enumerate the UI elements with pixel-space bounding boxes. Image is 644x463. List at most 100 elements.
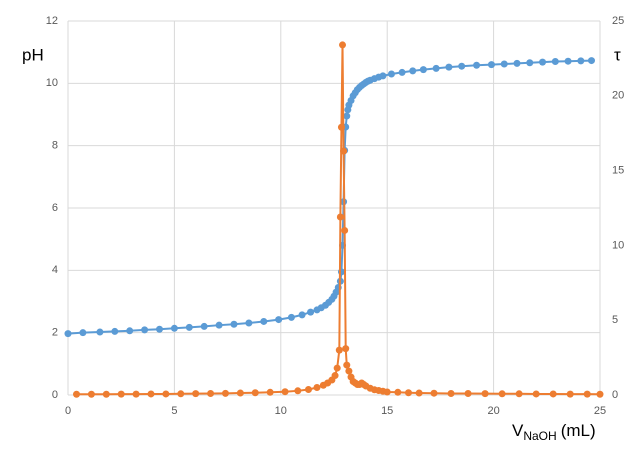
data-point (126, 327, 134, 335)
data-point (394, 388, 402, 396)
data-point (192, 390, 200, 398)
data-point (415, 389, 423, 397)
data-point (230, 320, 238, 328)
data-point (221, 389, 229, 397)
data-point (307, 308, 315, 316)
y2-tick-label: 15 (612, 165, 624, 177)
data-point (566, 390, 574, 398)
data-point (331, 372, 339, 380)
data-point (340, 147, 348, 155)
data-point (336, 213, 344, 221)
data-point (79, 329, 87, 337)
data-point (170, 324, 178, 332)
data-point (313, 384, 321, 392)
y2-axis-label: τ (614, 45, 621, 64)
y2-tick-label: 25 (612, 15, 624, 27)
data-point (409, 67, 417, 75)
data-point (147, 390, 155, 398)
data-point (96, 328, 104, 336)
data-point (500, 60, 508, 68)
data-point (266, 388, 274, 396)
x-label-main: V (512, 421, 524, 440)
data-point (102, 390, 110, 398)
data-point (132, 390, 140, 398)
data-point (73, 390, 81, 398)
y-tick-label: 6 (52, 202, 58, 214)
data-point (458, 62, 466, 70)
data-point (260, 317, 268, 325)
data-point (464, 390, 472, 398)
data-point (185, 323, 193, 331)
data-point (117, 390, 125, 398)
y-axis-label: pH (22, 45, 44, 64)
data-point (156, 325, 164, 333)
x-tick-label: 10 (275, 405, 287, 417)
data-point (287, 313, 295, 321)
data-point (596, 390, 604, 398)
data-point (432, 64, 440, 72)
data-point (333, 364, 341, 372)
data-point (245, 319, 253, 327)
y-tick-label: 10 (46, 77, 58, 89)
data-point (281, 388, 289, 396)
data-point (526, 59, 534, 67)
y2-tick-label: 10 (612, 239, 624, 251)
x-label-sub: NaOH (523, 429, 556, 443)
data-point (564, 57, 572, 65)
data-point (398, 68, 406, 76)
data-point (342, 345, 350, 353)
data-point (87, 390, 95, 398)
data-point (430, 389, 438, 397)
data-point (515, 390, 523, 398)
y-tick-label: 12 (46, 15, 58, 27)
data-point (473, 61, 481, 69)
data-point (447, 390, 455, 398)
y-tick-label: 2 (52, 327, 58, 339)
data-point (445, 63, 453, 71)
data-point (294, 387, 302, 395)
x-tick-label: 15 (381, 405, 393, 417)
data-point (404, 389, 412, 397)
data-point (551, 58, 559, 66)
y-tick-label: 4 (52, 264, 58, 276)
data-point (177, 390, 185, 398)
x-tick-label: 0 (65, 405, 71, 417)
data-point (337, 123, 345, 131)
data-point (141, 326, 149, 334)
data-point (339, 41, 347, 49)
data-point (345, 367, 353, 375)
data-point (341, 226, 349, 234)
data-point (387, 70, 395, 78)
data-point (304, 385, 312, 393)
data-point (162, 390, 170, 398)
data-point (587, 57, 595, 65)
y-tick-label: 0 (52, 389, 58, 401)
data-point (549, 390, 557, 398)
data-point (498, 390, 506, 398)
data-point (583, 390, 591, 398)
data-point (379, 72, 387, 80)
data-point (343, 112, 351, 120)
x-tick-label: 5 (171, 405, 177, 417)
y2-tick-label: 0 (612, 389, 618, 401)
data-point (64, 330, 72, 338)
data-point (215, 321, 223, 329)
x-label-unit: (mL) (561, 421, 596, 440)
data-point (513, 59, 521, 67)
data-point (487, 61, 495, 69)
y2-tick-label: 20 (612, 90, 624, 102)
data-point (539, 58, 547, 66)
data-point (383, 388, 391, 396)
x-tick-label: 20 (487, 405, 499, 417)
data-point (200, 322, 208, 330)
data-point (335, 346, 343, 354)
x-tick-label: 25 (594, 405, 606, 417)
data-point (236, 389, 244, 397)
data-point (111, 327, 119, 335)
data-point (532, 390, 540, 398)
data-point (343, 361, 351, 369)
data-point (251, 389, 259, 397)
data-point (419, 66, 427, 74)
